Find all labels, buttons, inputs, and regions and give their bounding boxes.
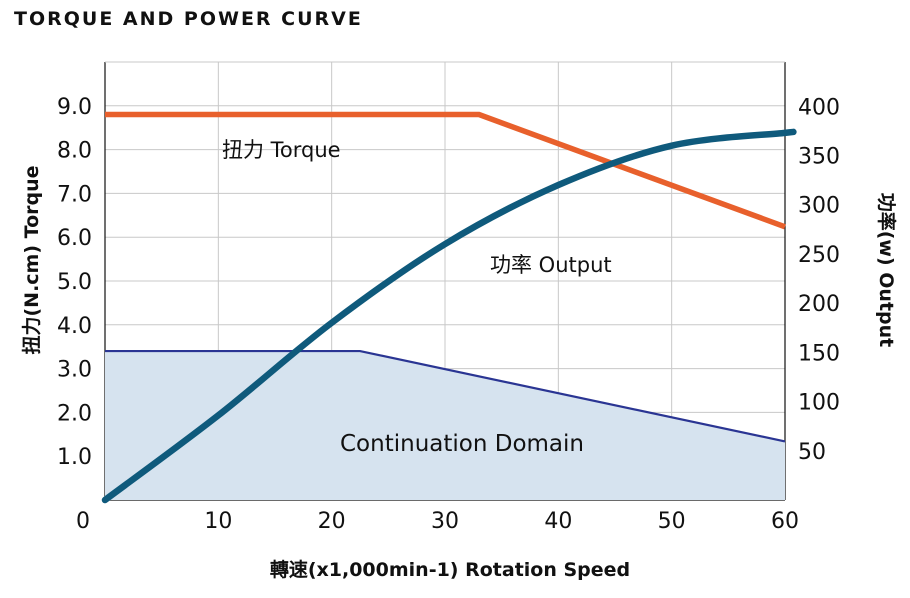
left-y-tick-label-9.0: 9.0 bbox=[57, 95, 92, 120]
right-y-tick-label-50: 50 bbox=[798, 440, 826, 465]
torque-series-label: 扭力 Torque bbox=[222, 138, 341, 162]
left-y-tick-label-5.0: 5.0 bbox=[57, 270, 92, 295]
chart-title: TORQUE AND POWER CURVE bbox=[14, 8, 363, 30]
right-y-tick-label-200: 200 bbox=[798, 292, 840, 317]
x-tick-labels: 0 10 20 30 40 50 60 bbox=[76, 509, 799, 534]
x-tick-label-40: 40 bbox=[544, 509, 572, 534]
left-y-tick-label-2.0: 2.0 bbox=[57, 401, 92, 426]
x-tick-label-30: 30 bbox=[431, 509, 459, 534]
left-y-tick-label-3.0: 3.0 bbox=[57, 358, 92, 383]
continuation-domain-label: Continuation Domain bbox=[340, 431, 584, 457]
right-y-tick-label-100: 100 bbox=[798, 391, 840, 416]
left-y-tick-labels: 1.0 2.0 3.0 4.0 5.0 6.0 7.0 8.0 9.0 bbox=[57, 95, 92, 470]
right-y-tick-labels: 50 100 150 200 250 300 350 400 bbox=[798, 95, 840, 464]
right-y-tick-label-300: 300 bbox=[798, 194, 840, 219]
right-y-tick-label-350: 350 bbox=[798, 145, 840, 170]
x-tick-label-20: 20 bbox=[318, 509, 346, 534]
x-axis-label: 轉速(x1,000min-1) Rotation Speed bbox=[270, 558, 630, 581]
torque-series-line bbox=[105, 111, 786, 230]
left-y-tick-label-7.0: 7.0 bbox=[57, 182, 92, 207]
right-y-axis-label: 功率(w) Output bbox=[875, 193, 898, 348]
x-tick-label-10: 10 bbox=[204, 509, 232, 534]
output-series-label-text: 功率 Output bbox=[490, 253, 612, 277]
continuation-domain-edge bbox=[105, 349, 786, 443]
left-y-tick-label-1.0: 1.0 bbox=[57, 445, 92, 470]
output-series-line bbox=[101, 128, 797, 504]
continuation-domain-fill bbox=[105, 351, 785, 500]
left-y-tick-label-8.0: 8.0 bbox=[57, 139, 92, 164]
x-tick-label-50: 50 bbox=[658, 509, 686, 534]
left-y-tick-label-4.0: 4.0 bbox=[57, 314, 92, 339]
output-series-label: 功率 Output bbox=[490, 253, 612, 277]
torque-series-label-text: 扭力 Torque bbox=[222, 138, 341, 162]
left-y-tick-label-6.0: 6.0 bbox=[57, 226, 92, 251]
x-tick-label-0: 0 bbox=[76, 509, 90, 534]
left-y-axis-label: 扭力(N.cm) Torque bbox=[20, 165, 43, 354]
right-y-tick-label-250: 250 bbox=[798, 243, 840, 268]
right-y-tick-label-400: 400 bbox=[798, 95, 840, 120]
right-y-tick-label-150: 150 bbox=[798, 341, 840, 366]
x-tick-label-60: 60 bbox=[771, 509, 799, 534]
